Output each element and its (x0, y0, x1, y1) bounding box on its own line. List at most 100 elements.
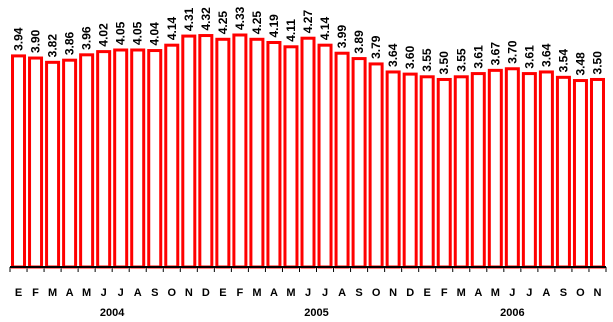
value-label: 3.48 (573, 52, 587, 76)
month-label: A (338, 287, 346, 299)
bar (215, 37, 231, 269)
bar (521, 72, 537, 269)
bar (572, 79, 588, 269)
x-axis (9, 266, 607, 272)
month-label: F (237, 287, 244, 299)
bar (334, 51, 350, 269)
month-label: A (474, 287, 482, 299)
value-label: 3.60 (403, 45, 417, 69)
month-label: E (15, 287, 22, 299)
bar (147, 49, 163, 269)
bar (317, 43, 333, 269)
year-labels-group: 2004 2005 2006 (100, 307, 525, 319)
month-label: D (406, 287, 414, 299)
value-label: 3.54 (556, 49, 570, 73)
month-label: J (101, 287, 107, 299)
bar (300, 36, 316, 269)
month-label: N (389, 287, 397, 299)
month-label: M (491, 287, 500, 299)
month-label: A (134, 287, 142, 299)
value-labels-group: 3.94 3.90 3.82 3.86 3.96 4.02 4.05 4.05 4.04 4.14… (12, 6, 605, 75)
month-label: J (509, 287, 515, 299)
bar (453, 75, 469, 269)
bar (504, 67, 520, 269)
value-label: 3.89 (352, 30, 366, 54)
month-label: J (305, 287, 311, 299)
bar (470, 72, 486, 269)
value-label: 4.05 (131, 21, 145, 45)
bar (249, 37, 265, 269)
month-label: E (424, 287, 431, 299)
bar (487, 68, 503, 269)
value-label: 4.19 (267, 14, 281, 38)
value-label: 3.94 (12, 27, 26, 51)
value-label: 3.64 (539, 43, 553, 67)
value-label: 3.64 (386, 43, 400, 67)
value-label: 4.11 (284, 19, 298, 42)
month-label: O (576, 287, 585, 299)
bar (402, 72, 418, 269)
bar (11, 54, 27, 269)
month-label: F (441, 287, 448, 299)
month-label: F (32, 287, 39, 299)
value-label: 4.31 (182, 7, 196, 31)
bar (28, 56, 44, 269)
bar (130, 48, 146, 269)
month-label: S (355, 287, 362, 299)
value-label: 4.02 (97, 23, 111, 47)
value-label: 3.96 (80, 26, 94, 50)
year-label: 2005 (304, 307, 328, 319)
month-label: M (457, 287, 466, 299)
bar (198, 34, 214, 269)
value-label: 3.67 (488, 42, 502, 66)
bar (555, 75, 571, 269)
bar (45, 60, 61, 269)
value-label: 3.82 (46, 34, 60, 58)
value-label: 4.04 (148, 22, 162, 46)
value-label: 3.99 (335, 25, 349, 49)
bar (79, 53, 95, 269)
month-label: A (270, 287, 278, 299)
month-label: D (202, 287, 210, 299)
value-label: 4.27 (301, 10, 315, 34)
month-label: J (322, 287, 328, 299)
bar (368, 62, 384, 269)
month-label: M (286, 287, 295, 299)
month-label: N (185, 287, 193, 299)
bar (283, 45, 299, 269)
value-label: 3.61 (522, 45, 536, 69)
month-label: E (219, 287, 226, 299)
value-label: 3.50 (590, 51, 604, 75)
value-label: 4.05 (114, 21, 128, 45)
bar (181, 34, 197, 269)
value-label: 4.33 (233, 6, 247, 30)
value-label: 3.86 (63, 31, 77, 55)
bar (113, 48, 129, 269)
month-label: M (252, 287, 261, 299)
month-label: O (167, 287, 176, 299)
value-label: 4.25 (250, 11, 264, 35)
value-label: 3.90 (29, 29, 43, 53)
value-label: 3.50 (437, 51, 451, 75)
value-label: 4.14 (318, 16, 332, 40)
year-label: 2006 (500, 307, 524, 319)
month-label: J (526, 287, 532, 299)
value-label: 3.70 (505, 40, 519, 64)
value-label: 3.79 (369, 35, 383, 59)
month-label: A (66, 287, 74, 299)
bar (96, 50, 112, 269)
bar (419, 75, 435, 269)
month-label: A (542, 287, 550, 299)
value-label: 3.55 (454, 48, 468, 72)
value-label: 3.61 (471, 45, 485, 69)
month-label: O (372, 287, 381, 299)
month-label: S (560, 287, 567, 299)
value-label: 4.32 (199, 7, 213, 31)
bar (232, 33, 248, 269)
month-label: S (151, 287, 158, 299)
bars-group (11, 33, 605, 269)
month-label: M (82, 287, 91, 299)
bar (385, 70, 401, 269)
